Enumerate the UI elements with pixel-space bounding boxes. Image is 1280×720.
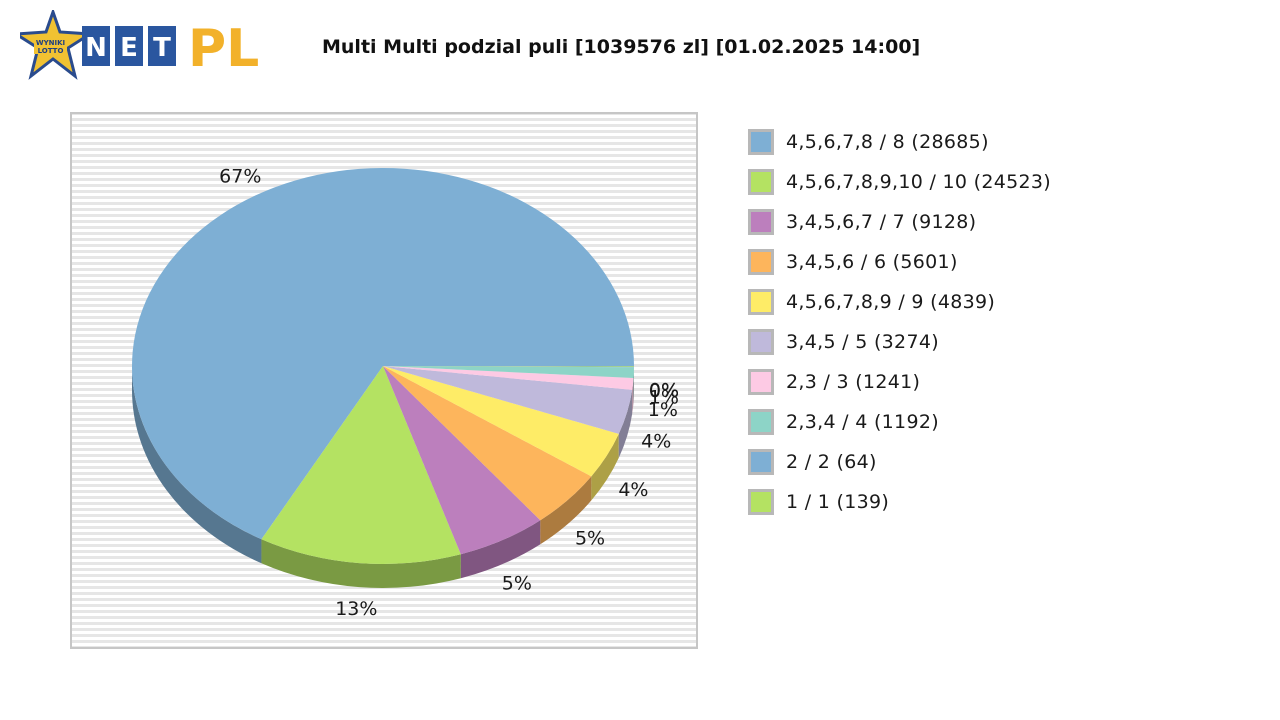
legend-item: 3,4,5,6 / 6 (5601) — [748, 242, 1051, 282]
chart-title: Multi Multi podzial puli [1039576 zl] [0… — [322, 36, 921, 58]
legend-label: 4,5,6,7,8 / 8 (28685) — [786, 131, 989, 153]
legend-swatch — [748, 329, 774, 355]
legend-item: 2,3 / 3 (1241) — [748, 362, 1051, 402]
logo-letters: N E T PL — [82, 19, 259, 79]
slice-percent-label: 67% — [219, 165, 261, 187]
legend-swatch — [748, 449, 774, 475]
legend-swatch — [748, 289, 774, 315]
legend-label: 4,5,6,7,8,9 / 9 (4839) — [786, 291, 996, 313]
legend-label: 3,4,5,6,7 / 7 (9128) — [786, 211, 977, 233]
pie-slice — [383, 366, 634, 378]
svg-text:WYNIKI: WYNIKI — [36, 39, 65, 47]
pie-slice — [383, 366, 633, 434]
svg-text:PL: PL — [188, 19, 259, 79]
pie-chart-area: 67% 13% 5% 5% 4% 4% 1% 1% 0% 0% — [70, 112, 700, 656]
legend-swatch — [748, 409, 774, 435]
slice-percent-label: 4% — [618, 479, 648, 501]
legend: 4,5,6,7,8 / 8 (28685) 4,5,6,7,8,9,10 / 10… — [748, 122, 1051, 522]
legend-label: 4,5,6,7,8,9,10 / 10 (24523) — [786, 171, 1052, 193]
svg-text:T: T — [153, 33, 171, 63]
slice-percent-label: 0% — [649, 379, 679, 401]
pie-chart: 67%13%5%5%4%4%1%1%0%0% — [70, 112, 698, 649]
legend-item: 3,4,5,6,7 / 7 (9128) — [748, 202, 1051, 242]
slice-percent-label: 1% — [649, 386, 679, 408]
legend-item: 1 / 1 (139) — [748, 482, 1051, 522]
pie-slice-depth — [132, 366, 262, 564]
pie-slice — [261, 366, 461, 564]
pie-slice — [132, 168, 635, 540]
pie-slice — [383, 366, 541, 555]
star-icon: WYNIKI LOTTO — [11, 7, 95, 80]
pie-slice — [383, 366, 634, 390]
legend-item: 4,5,6,7,8 / 8 (28685) — [748, 122, 1051, 162]
pie-slice — [383, 366, 634, 368]
pie-slice-depth — [540, 476, 592, 545]
legend-item: 3,4,5 / 5 (3274) — [748, 322, 1051, 362]
legend-swatch — [748, 369, 774, 395]
legend-swatch — [748, 249, 774, 275]
legend-swatch — [748, 489, 774, 515]
pie-slice-depth — [460, 520, 541, 579]
slice-percent-label: 5% — [575, 528, 605, 550]
legend-label: 3,4,5 / 5 (3274) — [786, 331, 939, 353]
svg-text:E: E — [120, 33, 138, 63]
legend-item: 4,5,6,7,8,9,10 / 10 (24523) — [748, 162, 1051, 202]
legend-swatch — [748, 129, 774, 155]
slice-percent-label: 13% — [335, 598, 377, 620]
pie-slice — [383, 366, 619, 477]
legend-item: 2,3,4 / 4 (1192) — [748, 402, 1051, 442]
legend-label: 2,3 / 3 (1241) — [786, 371, 921, 393]
slice-percent-label: 4% — [641, 430, 671, 452]
legend-label: 2 / 2 (64) — [786, 451, 877, 473]
slice-percent-label: 5% — [502, 572, 532, 594]
legend-swatch — [748, 169, 774, 195]
legend-label: 2,3,4 / 4 (1192) — [786, 411, 939, 433]
pie-slice — [383, 366, 592, 521]
legend-item: 2 / 2 (64) — [748, 442, 1051, 482]
legend-label: 1 / 1 (139) — [786, 491, 890, 513]
pie-slice-depth — [632, 377, 634, 414]
legend-item: 4,5,6,7,8,9 / 9 (4839) — [748, 282, 1051, 322]
pie-slice-depth — [591, 433, 619, 501]
netpl-logo: WYNIKI LOTTO N E T PL — [11, 7, 265, 80]
legend-swatch — [748, 209, 774, 235]
pie-slice-depth — [618, 389, 633, 458]
svg-text:N: N — [85, 33, 107, 63]
slice-percent-label: 1% — [648, 399, 678, 421]
svg-text:LOTTO: LOTTO — [38, 47, 64, 55]
pie-slice — [383, 366, 634, 367]
legend-label: 3,4,5,6 / 6 (5601) — [786, 251, 958, 273]
slice-percent-label: 0% — [649, 380, 679, 402]
pie-slice-depth — [261, 539, 461, 588]
